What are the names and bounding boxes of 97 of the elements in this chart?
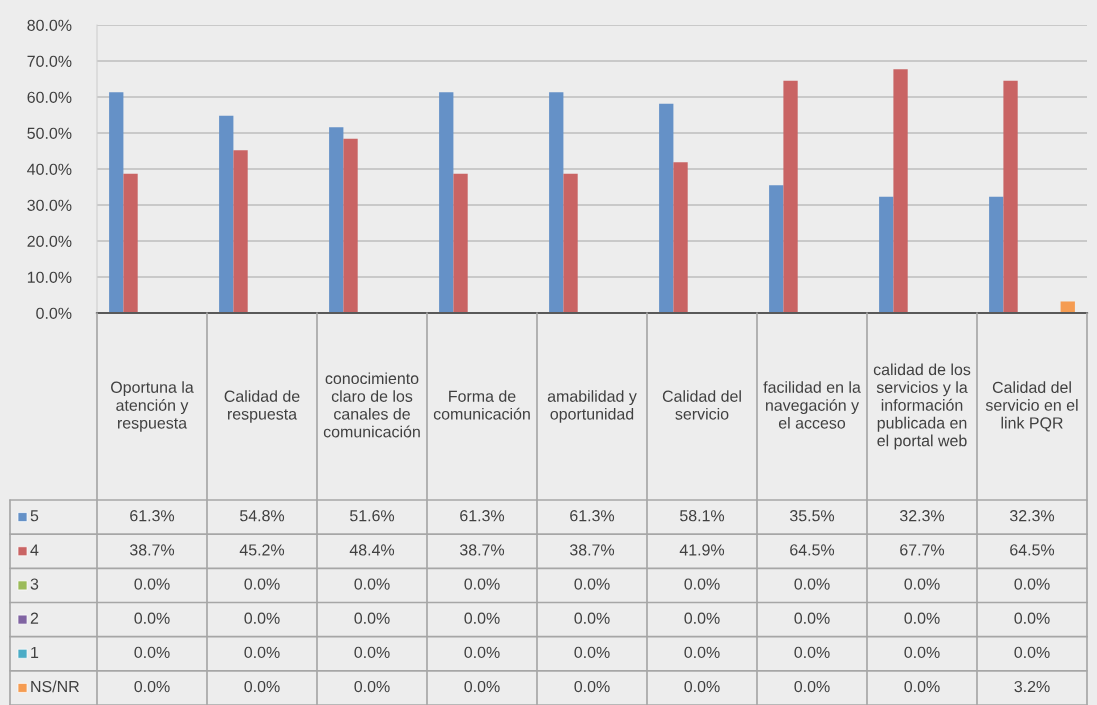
bar [343,138,358,313]
bar [329,127,344,313]
y-tick-label: 50.0% [27,127,72,139]
data-label: 3.2% [1014,680,1050,693]
data-label: 0.0% [244,578,280,590]
data-label: 61.3% [130,510,175,522]
legend-label: 3 [30,578,39,590]
bar [123,173,138,313]
legend-label: 4 [30,544,39,556]
x-tick-label: facilidad en la navegación y el acceso [763,381,861,429]
data-label: 0.0% [464,646,500,659]
data-label: 0.0% [684,680,720,693]
data-label: 0.0% [794,646,830,659]
legend-label: 2 [30,612,39,624]
data-label: 0.0% [354,612,390,624]
bar [1060,301,1075,313]
data-label: 0.0% [354,680,390,693]
data-label: 32.3% [1009,510,1055,522]
data-label: 0.0% [1014,646,1050,659]
data-label: 64.5% [1010,544,1055,556]
data-label: 64.5% [790,544,835,556]
bar [769,185,784,313]
data-label: 0.0% [134,612,170,624]
y-tick-label: 70.0% [27,55,72,67]
legend-label: 1 [31,646,39,658]
bar [1003,80,1018,313]
x-tick-label: Calidad del servicio en el link PQR [985,381,1078,432]
data-label: 54.8% [240,510,285,522]
data-label: 0.0% [244,680,280,693]
bar [219,115,234,313]
bar [439,92,454,313]
y-tick-label: 0.0% [36,307,72,319]
data-label: 0.0% [574,680,610,693]
x-tick-label: amabilidad y oportunidad [547,390,637,423]
bar [879,196,894,313]
data-label: 0.0% [904,646,940,659]
data-label: 61.3% [570,510,615,522]
data-label: 0.0% [684,578,720,590]
data-label: 0.0% [134,646,170,659]
bar [673,162,688,313]
data-label: 38.7% [569,544,615,556]
y-tick-label: 10.0% [27,271,72,283]
y-tick-label: 80.0% [27,19,72,31]
x-tick-label: calidad de los servicios y la información publicada en el portal web [873,363,971,450]
data-label: 0.0% [794,680,830,693]
y-tick-label: 30.0% [27,199,72,211]
data-label: 0.0% [464,612,500,624]
x-tick-label: Forma de comunicación [433,390,530,420]
data-label: 0.0% [574,612,610,624]
data-label: 38.7% [459,544,505,556]
data-label: 0.0% [794,578,830,590]
data-label: 0.0% [134,680,170,693]
bar [453,173,468,313]
bar [783,80,798,313]
bar [549,92,564,313]
legend-label: 5 [30,510,39,522]
data-label: 0.0% [574,578,610,590]
data-label: 0.0% [244,646,280,659]
legend-label: NS/NR [31,680,79,693]
data-label: 0.0% [464,680,500,693]
data-label: 41.9% [679,544,725,556]
data-label: 0.0% [904,680,940,693]
data-label: 0.0% [464,578,500,590]
data-label: 0.0% [794,612,830,624]
data-label: 61.3% [460,510,505,522]
bar [233,150,248,313]
data-label: 0.0% [684,612,720,624]
bar [109,92,124,313]
data-label: 0.0% [354,646,390,659]
data-label: 45.2% [239,544,285,556]
data-label: 0.0% [1014,578,1050,590]
bar [989,196,1004,313]
data-label: 0.0% [904,578,940,590]
x-tick-label: Oportuna la atención y respuesta [111,381,194,432]
data-label: 0.0% [1014,612,1050,624]
data-label: 0.0% [904,612,940,624]
data-label: 35.5% [789,510,835,522]
data-label: 67.7% [900,544,945,556]
data-label: 32.3% [899,510,945,522]
data-label: 0.0% [244,612,280,624]
data-label: 38.7% [129,544,175,556]
data-label: 0.0% [574,646,610,659]
data-label: 0.0% [134,578,170,590]
data-label: 0.0% [354,578,390,590]
x-tick-label: Calidad del servicio [662,390,741,420]
bar [893,69,908,313]
bar [563,173,578,313]
y-tick-label: 40.0% [27,163,72,175]
y-tick-label: 60.0% [27,91,72,103]
data-label: 51.6% [350,510,395,522]
x-tick-label: Calidad de respuesta [224,390,300,423]
data-label: 0.0% [684,646,720,659]
x-tick-label: conocimiento claro de los canales de comunicación [323,372,420,438]
y-tick-label: 20.0% [27,235,72,247]
bar [659,103,674,313]
data-label: 48.4% [349,544,395,556]
data-label: 58.1% [680,510,725,522]
